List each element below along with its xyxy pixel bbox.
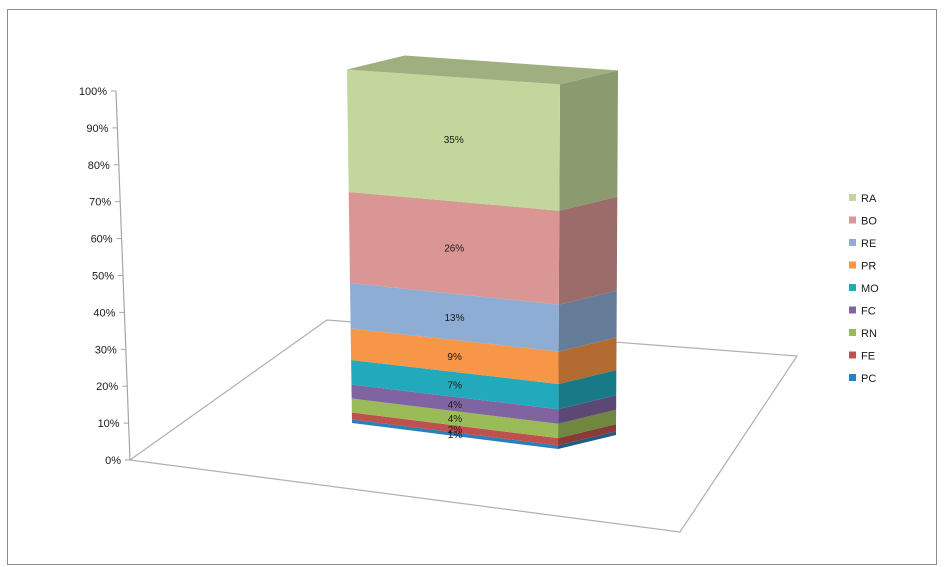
segment-side-mo bbox=[558, 370, 617, 410]
y-axis: 0% 10% 20% 30% 40% 50% 60% 70% 80% 90% 100% bbox=[79, 86, 131, 467]
data-label-re: 13% bbox=[444, 313, 464, 324]
legend-swatch-fe bbox=[849, 351, 856, 359]
segment-side-ra bbox=[559, 70, 619, 211]
segment-side-bo bbox=[558, 196, 618, 305]
segment-side-rn bbox=[558, 409, 617, 439]
y-tick-label: 0% bbox=[105, 455, 121, 467]
bar-segment-mo bbox=[351, 360, 559, 410]
bar-segment-fc bbox=[351, 384, 559, 424]
data-label-ra: 35% bbox=[444, 135, 464, 146]
legend-swatch-ra bbox=[849, 194, 856, 201]
legend-item-fc: FC bbox=[849, 306, 876, 318]
legend-label-re: RE bbox=[861, 238, 876, 250]
legend-swatch-mo bbox=[849, 284, 856, 291]
data-label-pc: 1% bbox=[448, 430, 463, 441]
y-tick-label: 80% bbox=[88, 160, 110, 172]
legend-item-pc: PC bbox=[849, 373, 876, 385]
y-tick-label: 50% bbox=[92, 271, 114, 283]
legend-item-pr: PR bbox=[849, 261, 876, 273]
y-tick-label: 70% bbox=[89, 197, 111, 209]
segment-side-fe bbox=[558, 424, 617, 446]
bar-segment-rn bbox=[351, 398, 559, 439]
segment-rn bbox=[351, 398, 617, 439]
legend-swatch-pc bbox=[849, 374, 856, 381]
segment-bo bbox=[348, 192, 618, 305]
floor-plane bbox=[128, 319, 799, 533]
data-label-bo: 26% bbox=[444, 244, 464, 255]
legend-item-mo: MO bbox=[849, 283, 879, 295]
data-label-pr: 9% bbox=[447, 352, 462, 363]
legend-swatch-rn bbox=[849, 329, 856, 336]
data-label-rn: 4% bbox=[448, 414, 463, 425]
stacked-column bbox=[346, 55, 619, 449]
y-tick-label: 10% bbox=[98, 418, 120, 430]
legend-swatch-bo bbox=[849, 216, 856, 224]
legend-label-pr: PR bbox=[861, 261, 876, 273]
segment-side-fc bbox=[558, 395, 617, 424]
bar-segment-re bbox=[350, 283, 559, 352]
legend-label-pc: PC bbox=[861, 373, 876, 385]
legend-label-fc: FC bbox=[861, 306, 876, 318]
y-tick-label: 60% bbox=[91, 234, 113, 246]
legend-item-ra: RA bbox=[849, 193, 877, 205]
segment-fc bbox=[351, 384, 617, 424]
data-label-fe: 2% bbox=[448, 425, 463, 436]
data-label-mo: 7% bbox=[448, 380, 463, 391]
segment-pr bbox=[350, 328, 617, 385]
legend-label-mo: MO bbox=[861, 283, 879, 295]
legend-label-bo: BO bbox=[861, 216, 877, 228]
data-labels: 1%2%4%4%7%9%13%26%35% bbox=[444, 135, 465, 441]
y-tick-label: 40% bbox=[93, 307, 115, 319]
segment-fe bbox=[351, 412, 617, 446]
segment-pc bbox=[351, 419, 617, 449]
segment-mo bbox=[351, 360, 617, 410]
legend: RA BO RE PR MO FC RN FE PC bbox=[849, 193, 879, 385]
segment-side-re bbox=[558, 290, 617, 352]
y-tick-label: 20% bbox=[96, 381, 118, 393]
legend-swatch-fc bbox=[849, 306, 856, 314]
bar-segment-fe bbox=[351, 412, 559, 446]
segment-top-ra bbox=[346, 55, 619, 85]
legend-item-bo: BO bbox=[849, 216, 877, 228]
legend-item-rn: RN bbox=[849, 328, 877, 340]
y-tick-label: 90% bbox=[86, 123, 108, 135]
segment-re bbox=[350, 283, 617, 352]
segment-side-pr bbox=[558, 337, 617, 385]
segment-ra bbox=[346, 55, 619, 211]
bar-segment-pc bbox=[351, 419, 559, 449]
bar-segment-ra bbox=[346, 69, 561, 211]
y-tick-label: 30% bbox=[95, 344, 117, 356]
legend-label-ra: RA bbox=[861, 193, 877, 205]
legend-swatch-pr bbox=[849, 261, 856, 269]
legend-label-fe: FE bbox=[861, 351, 875, 363]
legend-swatch-re bbox=[849, 239, 856, 246]
chart-floor bbox=[128, 319, 799, 533]
segment-side-pc bbox=[558, 431, 617, 449]
legend-label-rn: RN bbox=[861, 328, 877, 340]
legend-item-re: RE bbox=[849, 238, 876, 250]
bar-segment-pr bbox=[350, 328, 559, 385]
data-label-fc: 4% bbox=[448, 400, 463, 411]
legend-item-fe: FE bbox=[849, 351, 875, 363]
bar-segment-bo bbox=[348, 192, 560, 305]
y-tick-label: 100% bbox=[79, 86, 107, 98]
